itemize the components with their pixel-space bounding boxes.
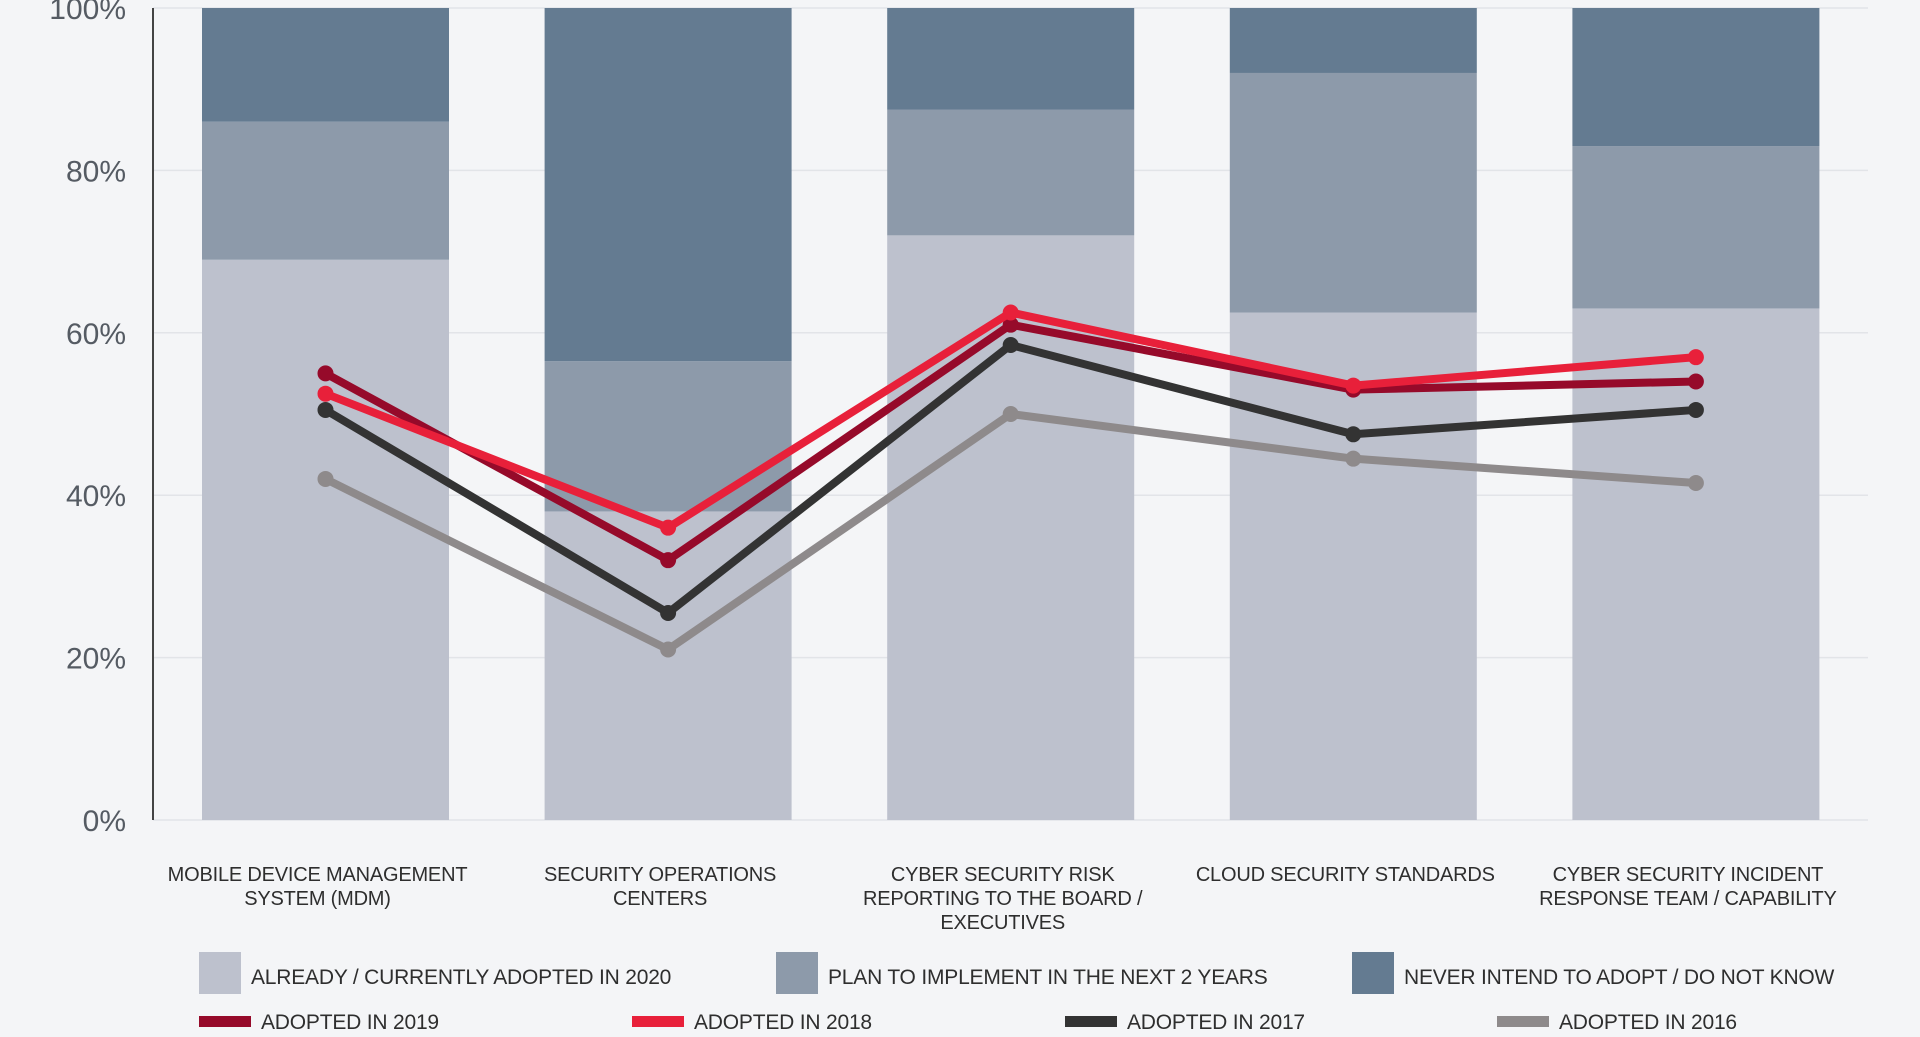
category-label: MOBILE DEVICE MANAGEMENT — [168, 864, 468, 886]
legend-line-swatch — [1065, 1016, 1117, 1027]
bar-segment — [202, 259, 449, 821]
bar-segment — [1229, 8, 1477, 73]
legend-line-swatch — [1497, 1016, 1549, 1027]
legend-label: ADOPTED IN 2016 — [1559, 1011, 1737, 1034]
series-point — [1687, 373, 1704, 390]
series-point — [660, 604, 677, 621]
legend-label: PLAN TO IMPLEMENT IN THE NEXT 2 YEARS — [828, 966, 1268, 989]
bar-segment — [1572, 8, 1820, 147]
category-label: SYSTEM (MDM) — [244, 888, 390, 910]
series-point — [1345, 450, 1362, 467]
bar-segment — [1572, 146, 1820, 309]
bar-segment — [887, 109, 1135, 236]
series-point — [1687, 349, 1704, 366]
legend-label: ADOPTED IN 2018 — [694, 1011, 872, 1034]
bar-segment — [1572, 308, 1820, 820]
y-tick-label: 0% — [83, 805, 126, 838]
series-point — [1002, 316, 1019, 333]
bar-segment — [202, 121, 449, 260]
series-point — [660, 552, 677, 569]
series-point — [1687, 475, 1704, 492]
series-point — [1345, 426, 1362, 443]
series-point — [1002, 406, 1019, 422]
y-tick-label: 80% — [66, 155, 126, 188]
series-point — [317, 385, 334, 402]
category-label: CYBER SECURITY RISK — [891, 864, 1116, 886]
series-point — [1687, 401, 1704, 418]
bar-segment — [887, 8, 1135, 110]
bar-segment — [202, 8, 449, 122]
y-tick-label: 40% — [66, 480, 126, 513]
legend-swatch — [776, 952, 818, 994]
category-label: REPORTING TO THE BOARD / — [863, 888, 1143, 910]
legend: ALREADY / CURRENTLY ADOPTED IN 2020 PLAN … — [199, 952, 1835, 1034]
legend-label: NEVER INTEND TO ADOPT / DO NOT KNOW — [1404, 966, 1835, 989]
y-tick-labels: 0% 20% 40% 60% 80% 100% — [49, 0, 126, 838]
category-label: RESPONSE TEAM / CAPABILITY — [1539, 888, 1836, 910]
series-point — [1002, 304, 1019, 321]
bar-segment — [544, 8, 792, 362]
series-point — [1345, 377, 1362, 394]
series-point — [317, 401, 334, 418]
series-point — [1002, 336, 1019, 353]
bar-segment — [1229, 72, 1477, 313]
y-tick-label: 100% — [49, 0, 126, 26]
category-label: EXECUTIVES — [940, 912, 1065, 934]
series-point — [660, 519, 677, 536]
series-point — [660, 641, 677, 658]
category-label: CYBER SECURITY INCIDENT — [1553, 864, 1824, 886]
legend-line-swatch — [632, 1016, 684, 1027]
y-tick-label: 20% — [66, 643, 126, 676]
category-label: CENTERS — [613, 888, 707, 910]
category-label: SECURITY OPERATIONS — [544, 864, 776, 886]
legend-swatch — [199, 952, 241, 994]
legend-label: ADOPTED IN 2019 — [261, 1011, 439, 1034]
bar-segment — [544, 361, 792, 512]
series-point — [317, 365, 334, 382]
legend-label: ADOPTED IN 2017 — [1127, 1011, 1305, 1034]
trend-lines — [317, 304, 1704, 658]
legend-line-swatch — [199, 1016, 251, 1027]
y-tick-label: 60% — [66, 318, 126, 351]
legend-swatch — [1352, 952, 1394, 994]
legend-label: ALREADY / CURRENTLY ADOPTED IN 2020 — [251, 966, 671, 989]
series-point — [317, 470, 334, 487]
category-label: CLOUD SECURITY STANDARDS — [1196, 864, 1495, 886]
